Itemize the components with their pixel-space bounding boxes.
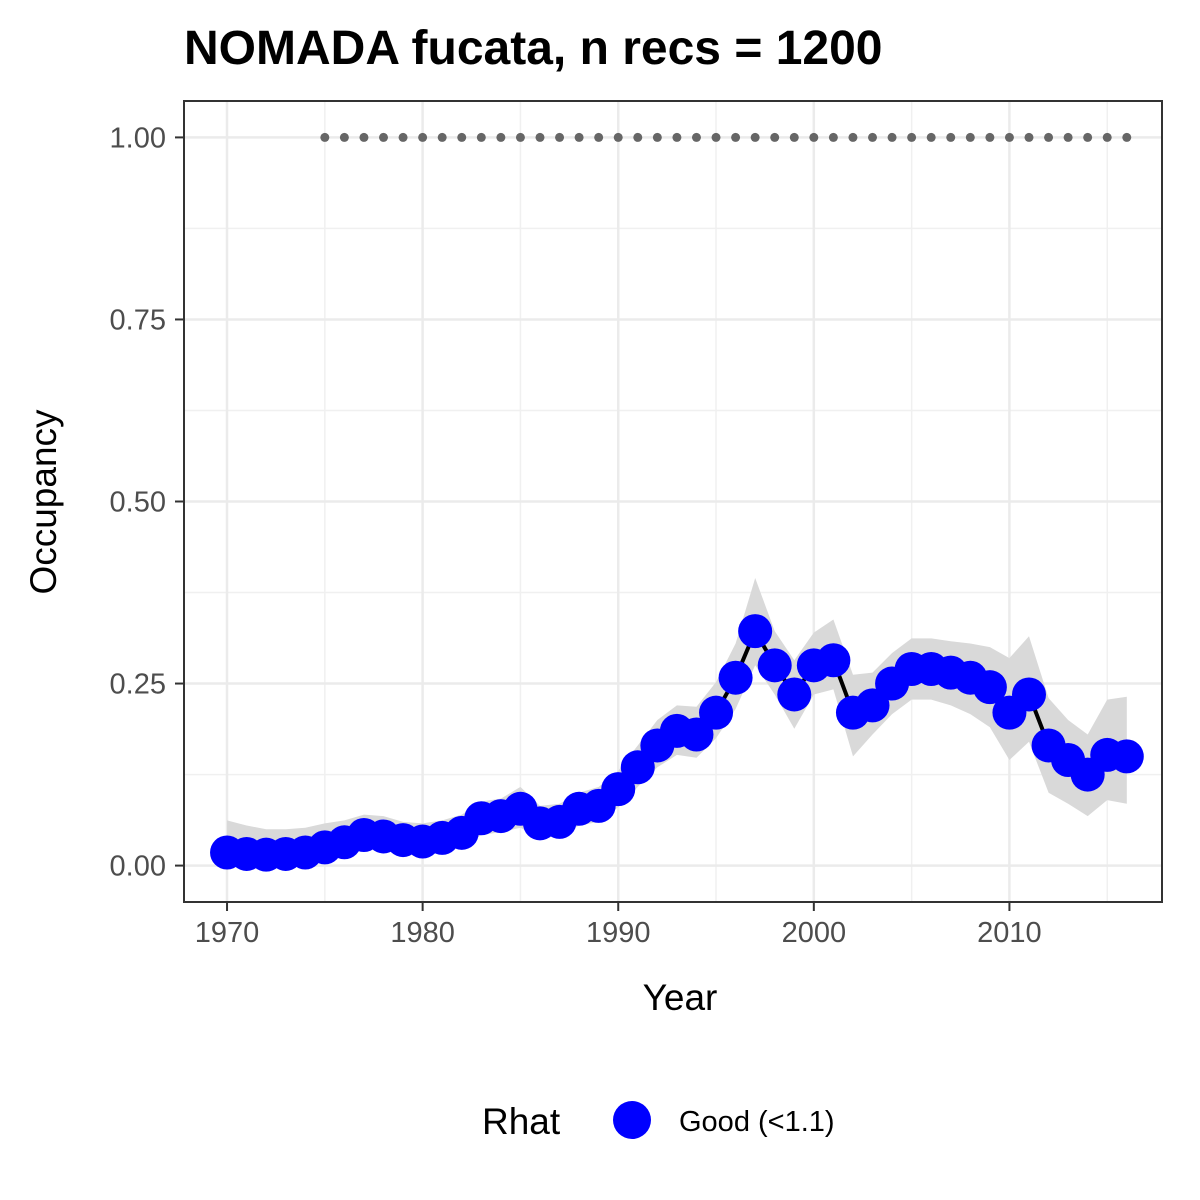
data-point — [777, 677, 812, 712]
reference-dot — [515, 132, 525, 142]
reference-dot — [437, 132, 447, 142]
reference-dot — [907, 132, 917, 142]
reference-dot — [731, 132, 741, 142]
reference-dot — [1004, 132, 1014, 142]
x-tick-label: 2000 — [782, 917, 847, 949]
reference-dot — [1083, 132, 1093, 142]
reference-dot — [848, 132, 858, 142]
y-tick-label: 0.50 — [110, 487, 166, 519]
reference-dot — [672, 132, 682, 142]
data-points — [210, 614, 1144, 872]
reference-dot — [320, 132, 330, 142]
reference-dot — [633, 132, 643, 142]
reference-dot — [750, 132, 760, 142]
reference-dot — [1122, 132, 1132, 142]
reference-dot — [457, 132, 467, 142]
y-axis: 0.00 0.25 0.50 0.75 1.00 — [110, 122, 184, 883]
reference-dot — [613, 132, 623, 142]
x-tick-label: 2010 — [977, 917, 1042, 949]
reference-dot — [868, 132, 878, 142]
data-point — [757, 648, 792, 683]
data-point — [1011, 677, 1046, 712]
reference-dot — [985, 132, 995, 142]
legend-label-good: Good (<1.1) — [679, 1106, 835, 1138]
y-tick-label: 0.25 — [110, 669, 166, 701]
reference-dot — [418, 132, 428, 142]
data-point — [738, 614, 773, 649]
reference-dot — [652, 132, 662, 142]
data-point — [855, 688, 890, 723]
reference-dot — [594, 132, 604, 142]
data-point — [601, 772, 636, 807]
x-tick-label: 1990 — [586, 917, 651, 949]
reference-dot — [379, 132, 389, 142]
reference-dot — [828, 132, 838, 142]
data-point — [679, 717, 714, 752]
reference-dot — [1063, 132, 1073, 142]
reference-dot — [946, 132, 956, 142]
data-point — [816, 643, 851, 678]
chart-title: NOMADA fucata, n recs = 1200 — [184, 22, 882, 75]
data-point — [699, 695, 734, 730]
plot-panel — [183, 100, 1163, 903]
reference-dot — [965, 132, 975, 142]
reference-dot — [1102, 132, 1112, 142]
data-point — [972, 670, 1007, 705]
reference-dot — [496, 132, 506, 142]
y-tick-label: 1.00 — [110, 122, 166, 154]
legend-key-good — [613, 1101, 651, 1139]
legend-title: Rhat — [482, 1101, 561, 1142]
reference-dot — [574, 132, 584, 142]
x-axis-title: Year — [643, 977, 718, 1018]
data-point — [620, 750, 655, 785]
data-point — [1109, 739, 1144, 774]
legend: Rhat Good (<1.1) — [482, 1101, 835, 1142]
reference-dot — [555, 132, 565, 142]
reference-dotted-line — [320, 132, 1132, 142]
data-point — [718, 660, 753, 695]
reference-dot — [535, 132, 545, 142]
x-tick-label: 1970 — [195, 917, 260, 949]
reference-dot — [339, 132, 349, 142]
major-gridlines — [184, 101, 1162, 902]
reference-dot — [1024, 132, 1034, 142]
reference-dot — [476, 132, 486, 142]
reference-dot — [691, 132, 701, 142]
y-tick-label: 0.00 — [110, 851, 166, 883]
x-tick-label: 1980 — [390, 917, 455, 949]
reference-dot — [1044, 132, 1054, 142]
reference-dot — [398, 132, 408, 142]
reference-dot — [887, 132, 897, 142]
reference-dot — [789, 132, 799, 142]
y-axis-title: Occupancy — [23, 409, 64, 595]
reference-dot — [770, 132, 780, 142]
reference-dot — [359, 132, 369, 142]
x-axis: 1970 1980 1990 2000 2010 — [195, 902, 1042, 949]
reference-dot — [926, 132, 936, 142]
y-tick-label: 0.75 — [110, 304, 166, 336]
reference-dot — [809, 132, 819, 142]
reference-dot — [711, 132, 721, 142]
